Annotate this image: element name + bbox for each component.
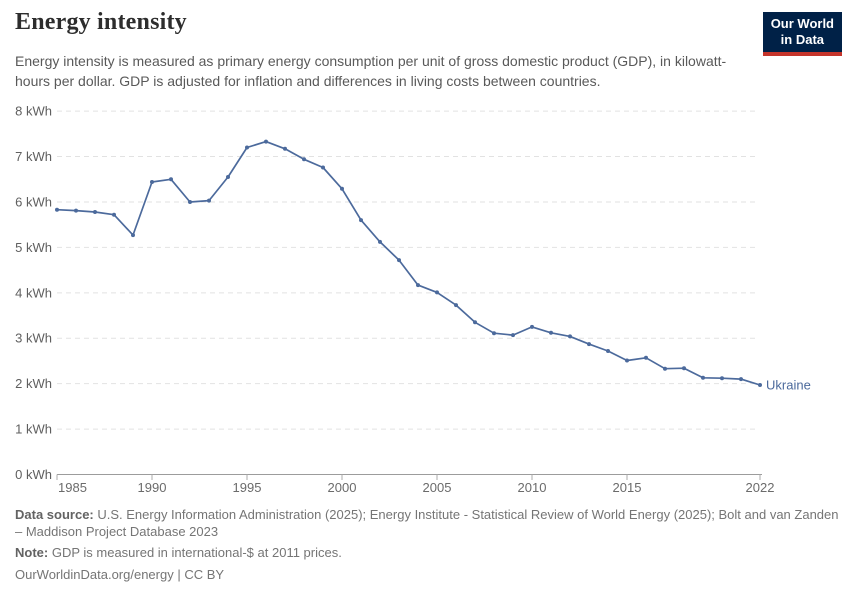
series-end-label[interactable]: Ukraine: [766, 378, 811, 393]
chart-subtitle: Energy intensity is measured as primary …: [15, 53, 727, 89]
data-point-marker[interactable]: [245, 145, 249, 150]
data-point-marker[interactable]: [112, 212, 116, 217]
data-point-marker[interactable]: [492, 331, 496, 336]
chart-footer: Data source: U.S. Energy Information Adm…: [15, 506, 839, 584]
data-point-marker[interactable]: [188, 200, 192, 204]
data-point-marker[interactable]: [416, 283, 420, 288]
data-point-marker[interactable]: [264, 139, 268, 144]
page-title: Energy intensity: [15, 9, 187, 35]
data-point-marker[interactable]: [625, 358, 629, 363]
x-axis-tick-label: 2000: [328, 480, 357, 495]
data-point-marker[interactable]: [682, 366, 686, 371]
y-axis-tick-label: 7 kWh: [15, 149, 52, 164]
data-point-marker[interactable]: [739, 377, 743, 382]
data-point-marker[interactable]: [378, 239, 382, 244]
data-point-marker[interactable]: [454, 303, 458, 308]
x-axis-tick-label: 1995: [233, 480, 262, 495]
note-line: Note: GDP is measured in international-$…: [15, 544, 839, 561]
y-axis-tick-label: 8 kWh: [15, 104, 52, 119]
x-axis-tick-label: 2010: [518, 480, 547, 495]
data-point-marker[interactable]: [473, 320, 477, 325]
data-point-marker[interactable]: [226, 175, 230, 179]
data-point-marker[interactable]: [663, 366, 667, 371]
data-point-marker[interactable]: [758, 383, 762, 387]
data-point-marker[interactable]: [302, 157, 306, 162]
data-source-label: Data source:: [15, 507, 94, 522]
owid-url-link[interactable]: OurWorldinData.org/energy: [15, 567, 174, 583]
data-source-line: Data source: U.S. Energy Information Adm…: [15, 506, 839, 540]
data-point-marker[interactable]: [435, 290, 439, 295]
data-source-text: U.S. Energy Information Administration (…: [15, 507, 839, 540]
data-point-marker[interactable]: [150, 180, 154, 184]
note-text: GDP is measured in international-$ at 20…: [48, 545, 342, 561]
owid-logo-line1: Our World: [770, 16, 834, 31]
data-point-marker[interactable]: [321, 165, 325, 170]
data-point-marker[interactable]: [568, 334, 572, 339]
data-point-marker[interactable]: [587, 342, 591, 347]
y-axis-tick-label: 5 kWh: [15, 240, 52, 255]
data-point-marker[interactable]: [55, 207, 59, 212]
y-axis-tick-label: 0 kWh: [15, 467, 52, 482]
data-point-marker[interactable]: [549, 330, 553, 335]
data-point-marker[interactable]: [644, 355, 648, 360]
y-axis-tick-label: 3 kWh: [15, 331, 52, 346]
x-axis-tick-label: 1985: [58, 480, 87, 495]
data-point-marker[interactable]: [359, 218, 363, 223]
data-point-marker[interactable]: [169, 177, 173, 182]
x-axis-tick-label: 2005: [423, 480, 452, 495]
data-point-marker[interactable]: [720, 376, 724, 381]
owid-logo[interactable]: Our World in Data: [762, 12, 842, 56]
data-point-marker[interactable]: [283, 146, 287, 151]
y-axis-tick-label: 2 kWh: [15, 376, 52, 391]
y-axis-tick-label: 4 kWh: [15, 285, 52, 300]
data-point-marker[interactable]: [397, 258, 401, 263]
data-point-marker[interactable]: [74, 208, 78, 213]
data-point-marker[interactable]: [131, 233, 135, 238]
data-point-marker[interactable]: [530, 324, 534, 329]
x-axis-tick-label: 1990: [138, 480, 167, 495]
data-point-marker[interactable]: [207, 198, 211, 203]
data-point-marker[interactable]: [340, 186, 344, 191]
data-point-marker[interactable]: [606, 349, 610, 353]
license-text: | CC BY: [173, 567, 225, 583]
y-axis-tick-label: 1 kWh: [15, 422, 52, 437]
note-label: Note:: [15, 545, 49, 561]
series-line-ukraine[interactable]: [56, 140, 761, 386]
owid-logo-line2: in Data: [780, 32, 825, 48]
attribution-line: OurWorldinData.org/energy | CC BY: [15, 566, 839, 583]
data-point-marker[interactable]: [701, 375, 705, 380]
data-point-marker[interactable]: [511, 333, 515, 338]
x-axis-tick-label: 2015: [613, 480, 642, 495]
data-point-marker[interactable]: [93, 210, 97, 214]
y-axis-tick-label: 6 kWh: [15, 194, 52, 209]
x-axis-tick-label: 2022: [746, 480, 775, 495]
